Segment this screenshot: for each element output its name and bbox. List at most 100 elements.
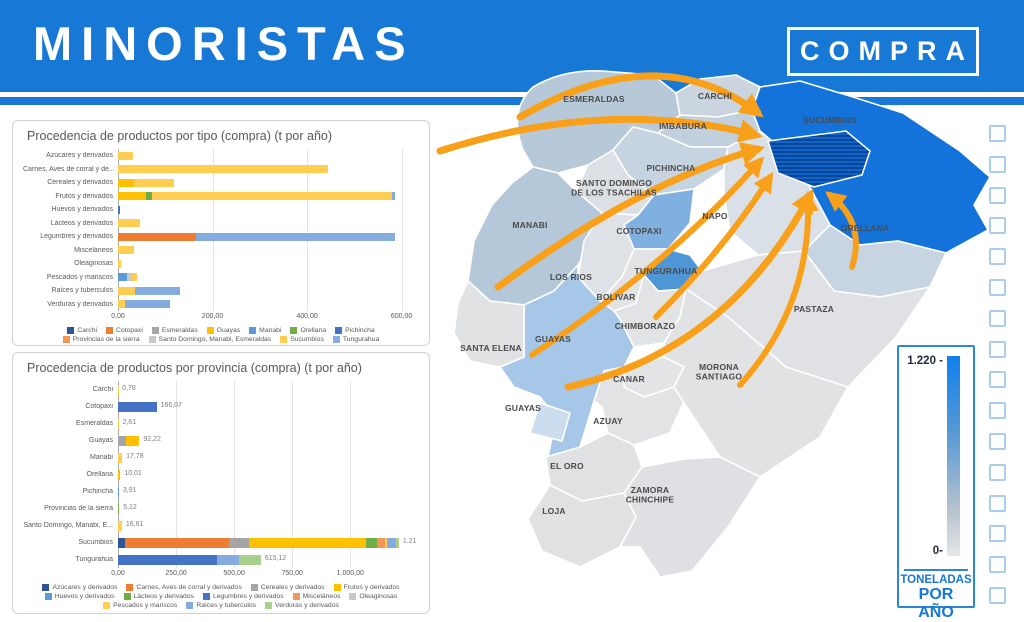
stacked-bar — [118, 151, 134, 160]
category-label: Provincias de la sierra — [44, 505, 113, 512]
checkbox[interactable] — [989, 463, 1006, 481]
plot-area — [118, 176, 419, 190]
bar-segment — [118, 205, 121, 214]
value-label: 92,22 — [143, 436, 161, 443]
bar-segment — [118, 401, 157, 412]
bar-segment — [118, 452, 123, 463]
plot-area — [118, 257, 419, 271]
bar-segment — [125, 435, 140, 446]
category-label: Pescados y mariscos — [46, 273, 113, 281]
bar-segment — [118, 246, 134, 255]
legend-item: Santo Domingo, Manabi, Esmeraldas — [148, 336, 271, 343]
scale-divider — [904, 569, 968, 571]
checkbox[interactable] — [989, 402, 1006, 420]
checkbox[interactable] — [989, 248, 1006, 266]
legend-swatch — [106, 327, 113, 334]
chart-row: Guayas 92,22 — [23, 432, 419, 449]
bar-segment — [118, 520, 122, 531]
checkbox[interactable] — [989, 371, 1006, 389]
province-morona-santiago — [663, 288, 849, 478]
checkbox[interactable] — [989, 494, 1006, 512]
bar-segment — [118, 418, 119, 429]
value-label: 615,12 — [264, 555, 287, 562]
axis-tick: 400,00 — [296, 313, 318, 320]
legend-swatch — [151, 327, 159, 334]
map-label: MANABI — [512, 220, 547, 230]
legend-label: Verduras y derivados — [275, 602, 339, 609]
page-title: MINORISTAS — [33, 17, 415, 70]
map-label: LOS RIOS — [550, 272, 592, 282]
stacked-bar — [118, 246, 134, 255]
bar-segment — [118, 232, 197, 241]
legend-label: Legumbres y derivados — [212, 593, 284, 600]
map-label: ZAMORA CHINCHIPE — [626, 485, 675, 505]
category-label: Cereales y derivados — [47, 179, 113, 187]
checkbox[interactable] — [989, 217, 1006, 235]
chart-panel-tipo: Procedencia de productos por tipo (compr… — [12, 120, 430, 346]
map-label: NAPO — [702, 211, 728, 221]
plot-area: 5,12 — [118, 500, 419, 517]
plot-area: 17,78 — [118, 449, 419, 466]
map-label: COTOPAXI — [616, 226, 661, 236]
gridline — [401, 149, 403, 311]
ecuador-map: ESMERALDAS CARCHI IMBABURA SUCUMBIOS PICHINC… — [436, 70, 991, 578]
checkbox[interactable] — [989, 525, 1006, 543]
bar-segment — [118, 300, 125, 309]
stacked-bar — [118, 178, 174, 187]
map-label: PASTAZA — [794, 304, 834, 314]
stacked-bar — [118, 537, 399, 548]
map-label: CARCHI — [698, 91, 732, 101]
axis-tick: 600,00 — [390, 313, 413, 320]
legend-swatch — [332, 336, 340, 343]
legend-item: Provincias de la sierra — [62, 336, 140, 343]
checkbox[interactable] — [989, 125, 1006, 142]
map-label: GUAYAS — [535, 334, 571, 344]
stacked-bar — [118, 219, 141, 228]
checkbox[interactable] — [989, 186, 1006, 204]
bar-segment — [118, 165, 329, 174]
checkbox[interactable] — [989, 433, 1006, 450]
scale-gradient-bar — [947, 356, 960, 556]
chart-legend: Azúcares y derivados Carnes, Aves de corr… — [23, 584, 419, 609]
compra-button[interactable]: COMPRA — [787, 27, 979, 76]
legend-label: Orellana — [300, 327, 327, 334]
checkbox[interactable] — [989, 556, 1006, 574]
chart-provincia: Carchi 0,78 Cotopaxi 166,07 Esmeraldas 2,61 Gu… — [23, 381, 419, 609]
legend-label: Misceláneos — [302, 593, 341, 600]
checkbox[interactable] — [989, 155, 1006, 173]
bar-segment — [376, 537, 385, 548]
scale-unit-line2: POR AÑO — [918, 586, 954, 621]
bar-segment — [118, 503, 120, 514]
legend-item: Verduras y derivados — [265, 602, 339, 609]
gridline — [176, 381, 178, 568]
legend-label: Guayas — [216, 327, 241, 334]
legend-item: Misceláneos — [292, 593, 341, 600]
province-zamora-chinchipe — [619, 456, 761, 578]
stacked-bar — [118, 503, 120, 514]
chart-row: Orellana 10,01 — [23, 466, 419, 483]
stacked-bar — [118, 273, 137, 282]
legend-label: Esmeraldas — [161, 327, 198, 334]
legend-item: Tungurahua — [332, 336, 379, 343]
plot-area — [118, 217, 419, 231]
legend-label: Sucumbios — [290, 336, 324, 343]
stacked-bar — [118, 205, 121, 214]
stacked-bar — [118, 435, 140, 446]
flow-arrows — [436, 72, 859, 391]
bar-segment — [135, 286, 180, 295]
gridline — [350, 381, 352, 568]
legend-swatch — [186, 602, 194, 609]
map-label: PICHINCHA — [646, 163, 695, 173]
gridline — [118, 149, 119, 311]
plot-area: 10,01 — [118, 466, 419, 483]
bar-segment — [124, 300, 170, 309]
checkbox[interactable] — [989, 587, 1006, 604]
chart-row: Pichincha 3,91 — [23, 483, 419, 500]
checkbox[interactable] — [989, 309, 1006, 327]
checkbox[interactable] — [989, 279, 1006, 296]
bar-segment — [133, 178, 174, 187]
checkbox[interactable] — [989, 340, 1006, 358]
legend-item: Lácteos y derivados — [123, 593, 194, 600]
map-label: SANTA ELENA — [460, 343, 522, 353]
chart-row: Sucumbios 1.21 — [23, 534, 419, 551]
